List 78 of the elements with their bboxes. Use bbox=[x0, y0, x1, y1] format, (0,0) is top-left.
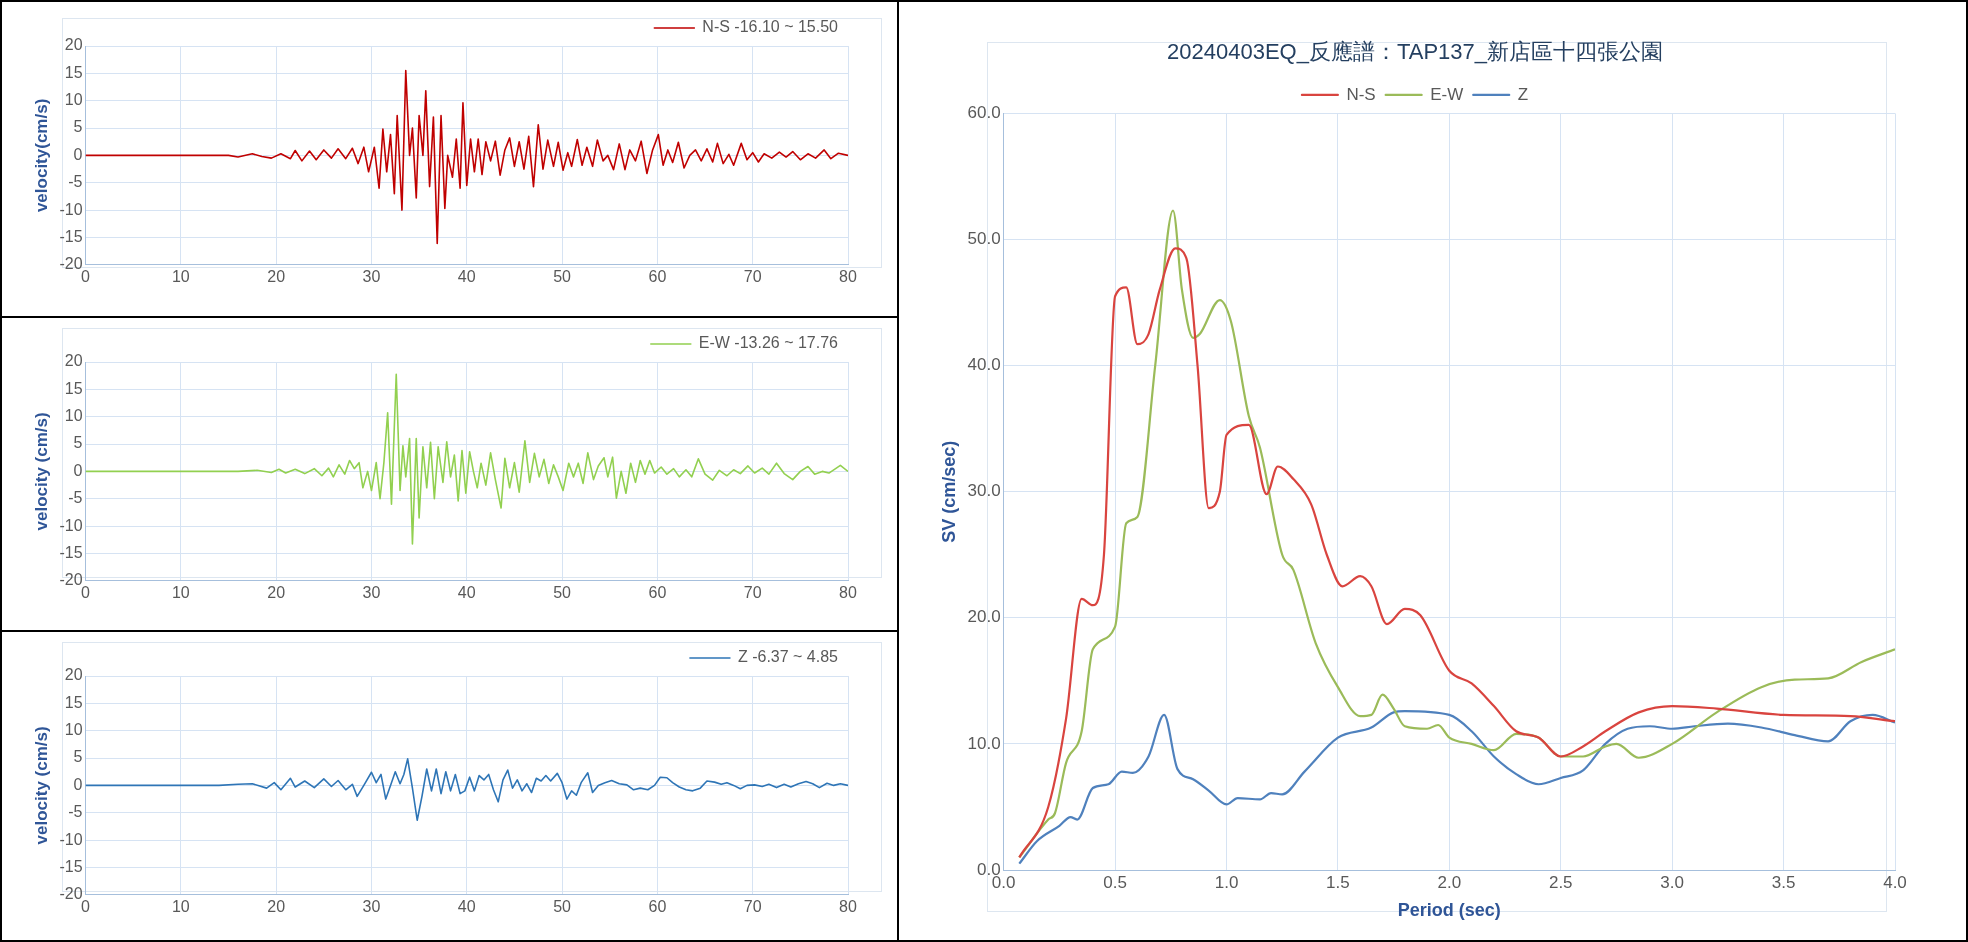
y-tick-label: 20.0 bbox=[967, 607, 1001, 627]
y-tick-label: 0 bbox=[73, 775, 83, 793]
x-tick-label: 40 bbox=[457, 267, 476, 285]
x-tick-label: 20 bbox=[267, 583, 286, 601]
y-tick-label: -5 bbox=[68, 489, 83, 507]
legend-label: Z bbox=[1517, 84, 1529, 104]
y-tick-label: 5 bbox=[73, 748, 83, 766]
y-tick-label: -15 bbox=[59, 543, 83, 561]
x-tick-label: 3.5 bbox=[1771, 872, 1796, 892]
x-tick-label: 50 bbox=[553, 267, 572, 285]
x-tick-label: 70 bbox=[743, 583, 762, 601]
y-tick-label: 20 bbox=[64, 352, 83, 370]
x-tick-label: 10 bbox=[171, 267, 190, 285]
y-tick-label: -10 bbox=[59, 830, 83, 848]
y-tick-label: -15 bbox=[59, 227, 83, 245]
x-tick-label: 1.0 bbox=[1214, 872, 1239, 892]
y-tick-label: -10 bbox=[59, 200, 83, 218]
x-tick-label: 20 bbox=[267, 267, 286, 285]
y-tick-label: 30.0 bbox=[967, 481, 1001, 501]
x-tick-label: 60 bbox=[648, 583, 667, 601]
x-tick-label: 0.5 bbox=[1103, 872, 1127, 892]
y-tick-label: -5 bbox=[68, 173, 83, 191]
x-tick-label: 2.5 bbox=[1548, 872, 1573, 892]
y-tick-label: 10 bbox=[64, 91, 83, 109]
x-tick-label: 10 bbox=[171, 583, 190, 601]
y-tick-label: -15 bbox=[59, 857, 83, 875]
y-tick-label: -5 bbox=[68, 803, 83, 821]
y-tick-label: 15 bbox=[64, 379, 83, 397]
y-axis-title: SV (cm/sec) bbox=[938, 440, 959, 543]
legend-label: E-W bbox=[1430, 84, 1464, 104]
y-tick-label: -20 bbox=[59, 571, 83, 589]
legend-label: Z -6.37 ~ 4.85 bbox=[737, 648, 839, 666]
x-tick-label: 30 bbox=[362, 897, 381, 915]
x-tick-label: 30 bbox=[362, 583, 381, 601]
x-tick-label: 20 bbox=[267, 897, 286, 915]
legend-label: N-S -16.10 ~ 15.50 bbox=[702, 18, 839, 36]
x-tick-label: 80 bbox=[839, 897, 857, 915]
y-tick-label: 0 bbox=[73, 461, 83, 479]
x-tick-label: 80 bbox=[839, 267, 857, 285]
legend-label: E-W -13.26 ~ 17.76 bbox=[698, 334, 839, 352]
x-tick-label: 2.0 bbox=[1437, 872, 1462, 892]
y-tick-label: 20 bbox=[64, 36, 83, 54]
y-tick-label: 15 bbox=[64, 63, 83, 81]
y-tick-label: -20 bbox=[59, 885, 83, 903]
y-tick-label: 10 bbox=[64, 407, 83, 425]
y-tick-label: 10 bbox=[64, 721, 83, 739]
x-tick-label: 10 bbox=[171, 897, 190, 915]
x-tick-label: 4.0 bbox=[1883, 872, 1907, 892]
x-tick-label: 3.0 bbox=[1660, 872, 1684, 892]
line-series bbox=[1018, 710, 1895, 865]
x-axis-title: Period (sec) bbox=[1397, 900, 1501, 921]
y-tick-label: 10.0 bbox=[967, 733, 1001, 753]
x-tick-label: 1.5 bbox=[1326, 872, 1350, 892]
x-tick-label: 50 bbox=[553, 897, 572, 915]
y-axis-title: velocity (cm/s) bbox=[31, 412, 51, 531]
x-tick-label: 70 bbox=[743, 897, 762, 915]
y-tick-label: -20 bbox=[59, 255, 83, 273]
y-tick-label: 5 bbox=[73, 434, 83, 452]
y-tick-label: -10 bbox=[59, 516, 83, 534]
y-tick-label: 20 bbox=[64, 666, 83, 684]
y-axis-title: velocity(cm/s) bbox=[31, 98, 51, 213]
x-tick-label: 40 bbox=[457, 897, 476, 915]
x-tick-label: 70 bbox=[743, 267, 762, 285]
y-tick-label: 40.0 bbox=[967, 355, 1001, 375]
x-tick-label: 40 bbox=[457, 583, 476, 601]
x-tick-label: 30 bbox=[362, 267, 381, 285]
x-tick-label: 60 bbox=[648, 267, 667, 285]
y-tick-label: 0 bbox=[73, 145, 83, 163]
y-tick-label: 60.0 bbox=[967, 103, 1001, 123]
chart-title: 20240403EQ_反應譜：TAP137_新店區十四張公園 bbox=[1167, 39, 1663, 65]
x-tick-label: 50 bbox=[553, 583, 572, 601]
legend-label: N-S bbox=[1346, 84, 1376, 104]
x-tick-label: 80 bbox=[839, 583, 857, 601]
y-axis-title: velocity (cm/s) bbox=[31, 726, 51, 845]
y-tick-label: 15 bbox=[64, 693, 83, 711]
y-tick-label: 50.0 bbox=[967, 229, 1001, 249]
x-tick-label: 60 bbox=[648, 897, 667, 915]
y-tick-label: 5 bbox=[73, 118, 83, 136]
